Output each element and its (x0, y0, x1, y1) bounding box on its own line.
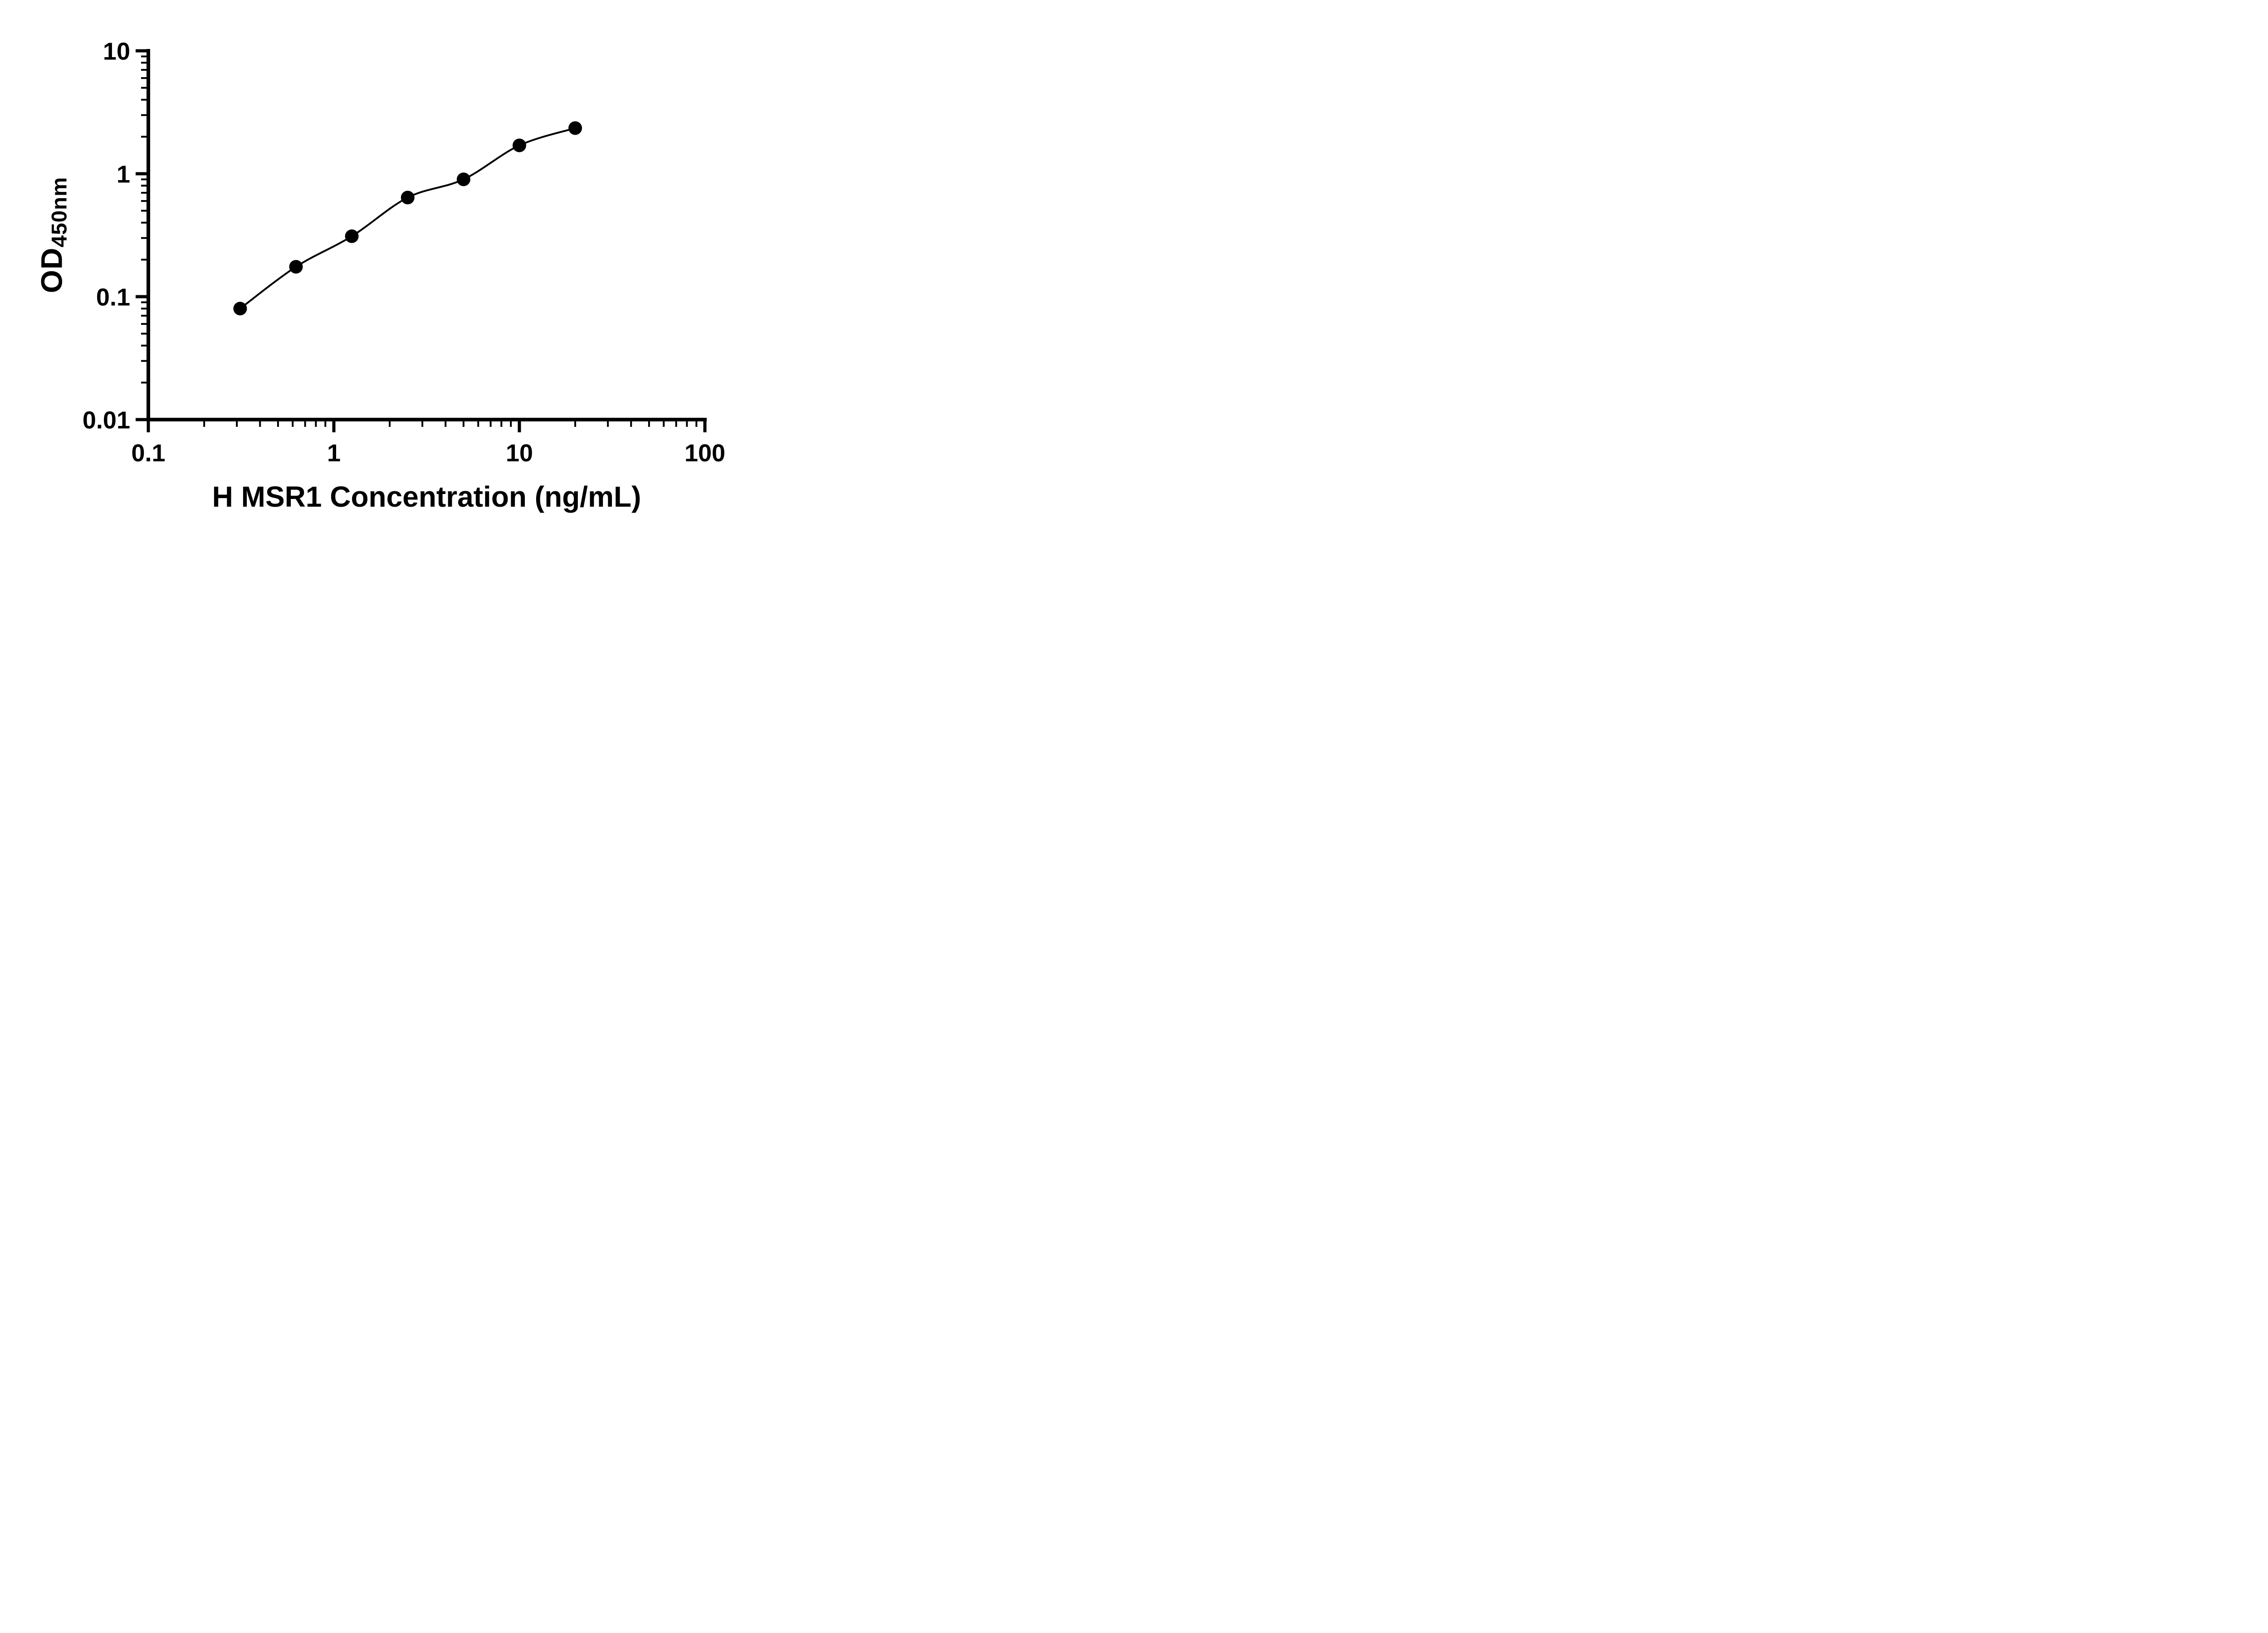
y-axis-title-subscript: 450nm (47, 176, 72, 248)
fit-curve (240, 127, 576, 309)
data-point (568, 121, 582, 135)
y-tick-label: 10 (103, 38, 130, 65)
y-axis-title: OD450nm (34, 177, 72, 293)
x-tick-label: 10 (506, 440, 533, 467)
data-point (289, 260, 303, 274)
x-tick-label: 100 (684, 440, 725, 467)
y-tick-label: 0.01 (83, 406, 130, 434)
data-point (401, 191, 415, 205)
x-tick-label: 1 (327, 440, 341, 467)
data-point (456, 172, 470, 186)
data-point (513, 138, 526, 152)
data-point (345, 229, 359, 243)
x-tick-label: 0.1 (131, 440, 165, 467)
y-axis-title-base: OD (34, 247, 68, 293)
elisa-standard-curve-figure: 0.1 1 10 100 0.01 0.1 1 10 OD450nm H MSR1 Conce… (0, 0, 777, 544)
y-tick-label: 1 (117, 161, 130, 188)
x-axis-title: H MSR1 Concentration (ng/mL) (212, 480, 641, 513)
y-tick-label: 0.1 (96, 284, 130, 311)
data-point (233, 302, 247, 316)
